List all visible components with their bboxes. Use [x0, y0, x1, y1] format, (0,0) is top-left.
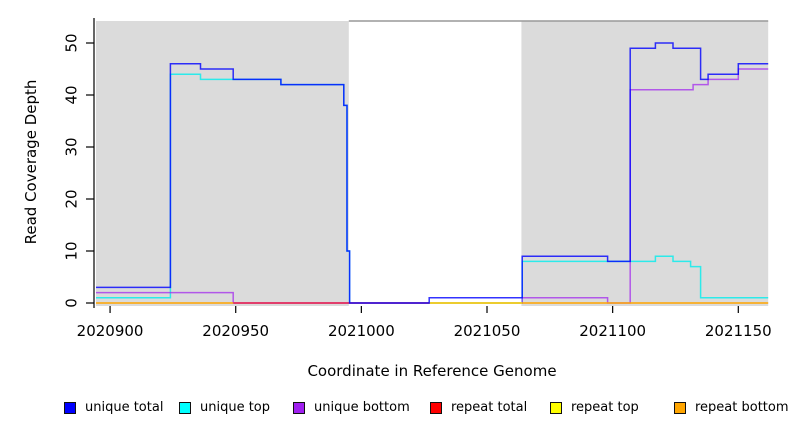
legend-label: repeat total: [451, 400, 528, 415]
legend-item-unique-total: unique total: [64, 401, 163, 415]
x-tick-label-2020900: 2020900: [77, 322, 144, 340]
x-tick-label-2021100: 2021100: [579, 322, 646, 340]
legend-item-unique-top: unique top: [179, 401, 270, 415]
legend-item-repeat-total: repeat total: [430, 401, 527, 415]
y-tick-label-20: 20: [63, 189, 81, 208]
y-tick-label-40: 40: [63, 85, 81, 104]
y-tick-label-50: 50: [63, 33, 81, 52]
legend-swatch-unique-top: [179, 402, 191, 414]
legend-item-repeat-bottom: repeat bottom: [674, 401, 789, 415]
x-tick-label-2021000: 2021000: [328, 322, 395, 340]
y-tick-label-30: 30: [63, 137, 81, 156]
y-tick-label-0: 0: [63, 298, 81, 308]
x-tick-label-2021050: 2021050: [454, 322, 521, 340]
legend-swatch-unique-bottom: [293, 402, 305, 414]
legend-swatch-repeat-top: [550, 402, 562, 414]
shaded-region-0: [96, 21, 349, 306]
x-tick-label-2021150: 2021150: [705, 322, 772, 340]
legend-label: repeat top: [571, 400, 639, 415]
legend-swatch-repeat-bottom: [674, 402, 686, 414]
series-line-unique-total: [96, 42, 769, 304]
legend-item-unique-bottom: unique bottom: [293, 401, 410, 415]
y-tick-label-10: 10: [63, 241, 81, 260]
legend-label: unique bottom: [314, 400, 410, 415]
legend-item-repeat-top: repeat top: [550, 401, 639, 415]
legend-label: unique total: [85, 400, 164, 415]
x-tick-label-2020950: 2020950: [202, 322, 269, 340]
shaded-region-1: [521, 21, 769, 306]
legend-label: unique top: [200, 400, 271, 415]
legend-label: repeat bottom: [695, 400, 789, 415]
legend-swatch-repeat-total: [430, 402, 442, 414]
x-axis-title: Coordinate in Reference Genome: [307, 362, 557, 380]
legend-swatch-unique-total: [64, 402, 76, 414]
y-axis-title: Read Coverage Depth: [22, 79, 40, 245]
